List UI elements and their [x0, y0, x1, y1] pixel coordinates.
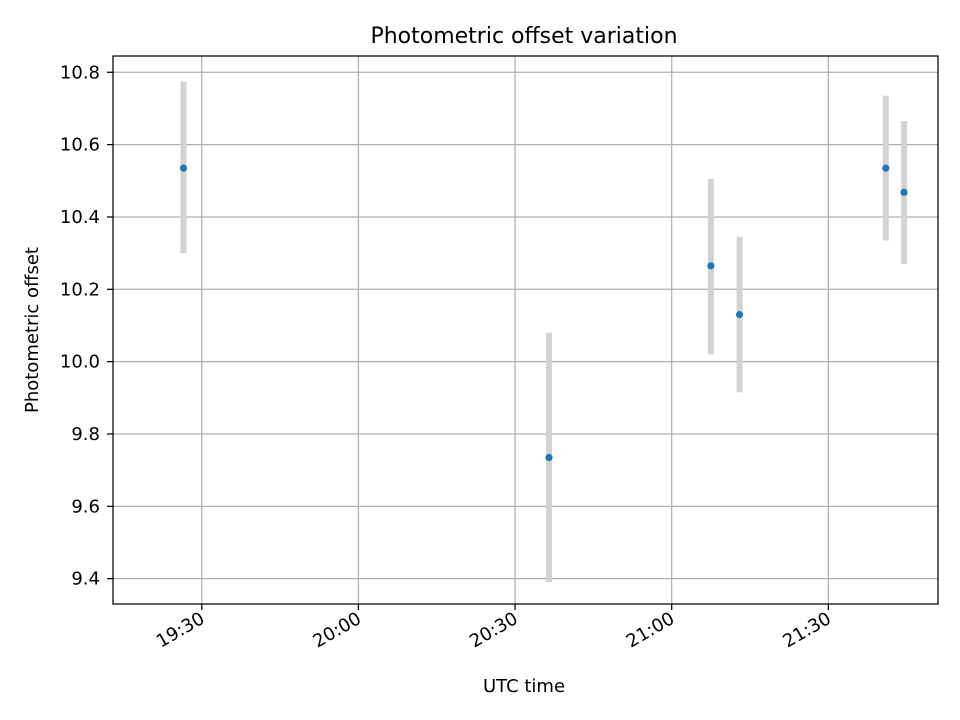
y-tick-label: 10.0: [60, 352, 100, 373]
x-axis-title: UTC time: [483, 676, 565, 697]
data-point: [882, 164, 890, 172]
y-tick-label: 9.6: [71, 496, 100, 517]
y-tick-label: 10.8: [60, 62, 100, 83]
y-tick-label: 9.8: [71, 424, 100, 445]
data-points: [179, 164, 908, 462]
data-point: [179, 164, 188, 172]
chart-title: Photometric offset variation: [370, 24, 677, 49]
y-tick-label: 10.4: [60, 207, 100, 228]
y-axis-title: Photometric offset: [22, 247, 43, 413]
y-tick-label: 10.2: [60, 279, 100, 300]
data-point: [707, 262, 715, 270]
data-point: [735, 311, 744, 319]
data-point: [900, 188, 908, 196]
data-point: [545, 453, 553, 462]
y-axis: 9.4 9.6 9.8 10.0 10.2 10.4 10.6 10.8: [60, 62, 113, 590]
y-tick-label: 10.6: [60, 135, 100, 156]
y-tick-label: 9.4: [71, 569, 100, 590]
plot-frame: [112, 55, 939, 605]
grid: [113, 56, 938, 604]
